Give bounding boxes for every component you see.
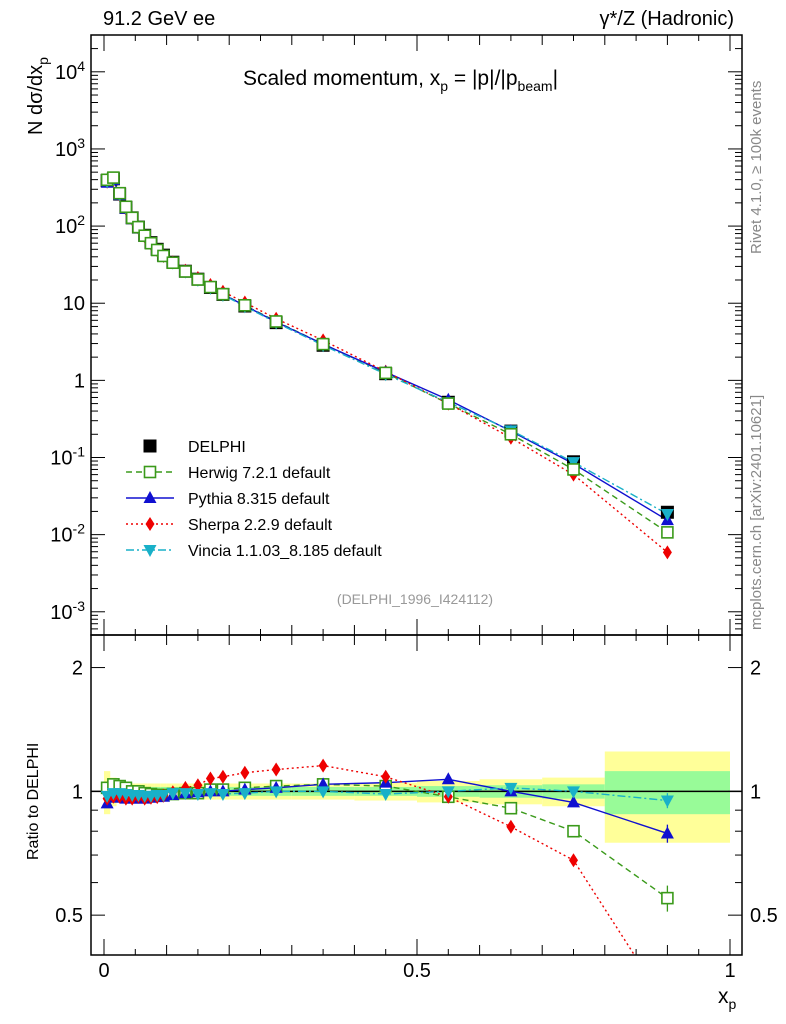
ratio-point-vincia xyxy=(567,786,580,799)
main-y-label-group: N dσ/dxp xyxy=(25,57,51,135)
main-point-herwig xyxy=(379,366,393,380)
ratio-y-tick-label: 0.5 xyxy=(55,905,83,927)
ratio-point-sherpa xyxy=(218,769,228,784)
legend-marker-vincia xyxy=(143,545,157,557)
main-y-tick-label: 10-1 xyxy=(50,444,85,470)
ratio-point-sherpa xyxy=(193,778,203,793)
ratio-point-pythia xyxy=(441,772,455,785)
ratio-point-vincia xyxy=(178,788,192,801)
ratio-point-pythia xyxy=(316,777,330,790)
ratio-y-tick-label-right: 2 xyxy=(750,658,761,680)
main-point-herwig xyxy=(157,249,170,263)
ratio-point-vincia xyxy=(191,789,205,802)
main-point-herwig xyxy=(107,171,120,184)
main-point-herwig xyxy=(441,397,455,410)
main-y-tick-label: 102 xyxy=(55,212,85,238)
legend-label-sherpa: Sherpa 2.2.9 default xyxy=(188,517,333,534)
main-point-herwig xyxy=(567,463,580,476)
main-point-herwig xyxy=(661,526,674,539)
ratio-y-tick-label: 1 xyxy=(72,781,83,803)
legend-label-pythia: Pythia 8.315 default xyxy=(188,491,330,508)
ratio-point-herwig xyxy=(661,891,674,905)
ratio-point-vincia xyxy=(660,795,674,808)
ratio-point-vincia xyxy=(156,789,170,802)
main-title: Scaled momentum, xp = |p|/|pbeam| xyxy=(243,67,558,94)
ratio-point-sherpa xyxy=(381,769,391,784)
main-y-label: N dσ/dxp xyxy=(25,57,51,135)
main-point-herwig xyxy=(166,256,180,270)
ratio-point-pythia xyxy=(660,826,674,839)
main-series-line-vincia xyxy=(106,178,668,515)
main-y-tick-label: 10-2 xyxy=(50,521,85,547)
x-axis-label: xp xyxy=(718,985,737,1012)
header-right: γ*/Z (Hadronic) xyxy=(599,8,734,30)
ratio-point-vincia xyxy=(316,786,330,799)
ratio-point-herwig xyxy=(567,824,580,838)
main-point-herwig xyxy=(119,200,133,214)
ratio-point-vincia xyxy=(441,786,455,799)
ratio-point-vincia xyxy=(379,789,393,802)
ratio-x-tick-label: 1 xyxy=(724,960,735,982)
main-point-herwig xyxy=(216,287,230,301)
ratio-point-vincia xyxy=(166,788,180,801)
ratio-point-vincia xyxy=(504,782,518,795)
ratio-y-label-group: Ratio to DELPHI xyxy=(25,743,42,860)
main-y-tick-label: 1 xyxy=(74,370,85,392)
legend-marker-herwig xyxy=(143,465,157,479)
legend-label-data: DELPHI xyxy=(188,439,246,456)
legend-label-vincia: Vincia 1.1.03_8.185 default xyxy=(188,543,382,560)
main-point-herwig xyxy=(204,280,217,294)
main-point-sherpa xyxy=(662,545,672,560)
ratio-point-sherpa xyxy=(271,762,281,777)
ratio-point-sherpa xyxy=(318,758,328,773)
main-point-herwig xyxy=(238,298,252,312)
analysis-watermark: (DELPHI_1996_I424112) xyxy=(337,591,493,607)
legend-marker-sherpa xyxy=(145,517,155,531)
main-y-tick-label: 104 xyxy=(55,58,85,84)
ratio-x-tick-label: 0.5 xyxy=(403,960,431,982)
main-point-herwig xyxy=(191,273,205,286)
ratio-y-tick-label-right: 0.5 xyxy=(750,905,778,927)
ratio-point-vincia xyxy=(238,788,252,801)
ratio-point-vincia xyxy=(269,786,283,799)
ratio-point-sherpa xyxy=(569,853,578,868)
main-y-tick-label: 10-3 xyxy=(50,598,85,624)
main-point-herwig xyxy=(504,427,518,441)
ratio-point-vincia xyxy=(216,789,230,802)
ratio-y-tick-label: 2 xyxy=(72,658,83,680)
main-point-herwig xyxy=(269,315,283,328)
ratio-point-herwig xyxy=(504,801,518,815)
ratio-y-tick-label-right: 1 xyxy=(750,781,761,803)
ratio-x-tick-label: 0 xyxy=(98,960,109,982)
main-point-herwig xyxy=(113,186,126,200)
header-left: 91.2 GeV ee xyxy=(103,8,216,30)
legend-marker-pythia xyxy=(143,491,157,503)
legend-marker-data xyxy=(143,439,157,453)
main-y-tick-label: 103 xyxy=(55,135,85,161)
main-point-vincia xyxy=(660,509,674,522)
main-series-group xyxy=(100,171,674,560)
main-point-herwig xyxy=(316,337,330,351)
ratio-point-pythia xyxy=(567,795,580,808)
ratio-point-sherpa xyxy=(663,999,672,1013)
ratio-point-sherpa xyxy=(240,765,250,780)
ratio-point-vincia xyxy=(203,788,217,801)
ratio-point-sherpa xyxy=(205,771,215,786)
legend-label-herwig: Herwig 7.2.1 default xyxy=(188,465,331,482)
main-point-herwig xyxy=(179,265,192,278)
main-y-tick-label: 10 xyxy=(63,293,85,315)
ratio-series-group xyxy=(100,758,674,1013)
ratio-y-label: Ratio to DELPHI xyxy=(25,743,42,860)
ratio-point-sherpa xyxy=(506,819,516,834)
